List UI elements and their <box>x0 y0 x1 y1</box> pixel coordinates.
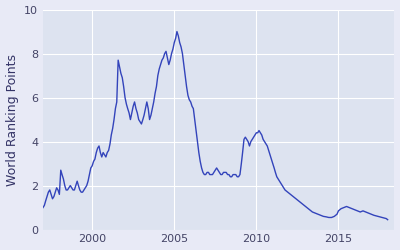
Y-axis label: World Ranking Points: World Ranking Points <box>6 54 18 186</box>
